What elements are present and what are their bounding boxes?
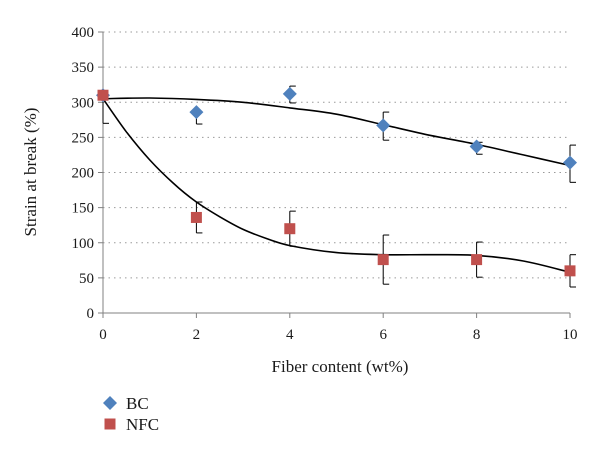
data-point-bc — [282, 86, 297, 101]
x-tick-label: 2 — [193, 327, 201, 343]
legend-marker-bc — [103, 396, 117, 410]
y-axis-title: Strain at break (%) — [21, 108, 40, 237]
y-tick-label: 0 — [87, 306, 95, 322]
data-point-nfc — [564, 265, 576, 277]
y-tick-label: 300 — [72, 95, 95, 111]
trendline-nfc — [102, 98, 571, 274]
data-point-bc — [469, 139, 484, 154]
legend-label-bc: BC — [126, 394, 149, 413]
error-bars — [102, 85, 576, 288]
x-axis-title: Fiber content (wt%) — [272, 357, 409, 376]
data-point-nfc — [190, 211, 202, 223]
trendline-bc — [102, 97, 571, 167]
data-point-nfc — [471, 254, 483, 266]
y-tick-label: 200 — [72, 166, 95, 182]
data-point-nfc — [377, 254, 389, 266]
data-point-bc — [563, 155, 577, 170]
data-point-bc — [376, 118, 391, 133]
legend-label-nfc: NFC — [126, 415, 159, 434]
gridlines — [103, 31, 570, 279]
x-tick-label: 8 — [473, 327, 481, 343]
x-tick-label: 4 — [286, 327, 294, 343]
data-point-bc — [189, 105, 204, 120]
legend-item-nfc: NFC — [104, 415, 159, 434]
y-tick-label: 150 — [72, 201, 95, 217]
y-tick-label: 50 — [79, 271, 94, 287]
data-point-nfc — [284, 223, 296, 235]
y-tick-label: 400 — [72, 25, 95, 41]
x-tick-label: 6 — [379, 327, 387, 343]
legend-item-bc: BC — [103, 394, 149, 413]
y-axis-ticks: 0 50 100 150 200 250 300 350 400 — [72, 25, 103, 322]
y-tick-label: 250 — [72, 130, 95, 146]
y-tick-label: 350 — [72, 60, 95, 76]
x-axis-ticks: 0 2 4 6 8 10 — [99, 313, 578, 343]
legend: BC NFC — [103, 394, 159, 434]
x-tick-label: 0 — [99, 327, 107, 343]
x-tick-label: 10 — [563, 327, 578, 343]
legend-marker-nfc — [104, 418, 116, 430]
y-tick-label: 100 — [72, 236, 95, 252]
data-points — [96, 86, 577, 277]
trendlines — [102, 97, 571, 274]
data-point-nfc — [97, 89, 109, 101]
